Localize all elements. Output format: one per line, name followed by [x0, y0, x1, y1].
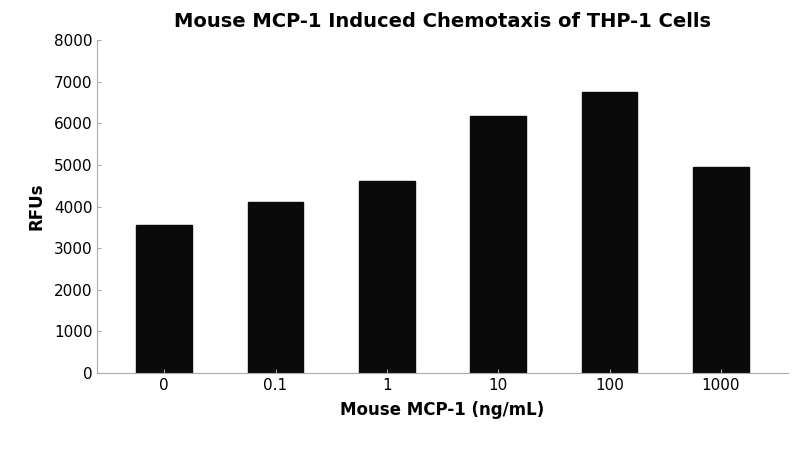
- Bar: [692, 167, 748, 373]
- Bar: [581, 92, 637, 373]
- Y-axis label: RFUs: RFUs: [28, 183, 45, 230]
- Title: Mouse MCP-1 Induced Chemotaxis of THP-1 Cells: Mouse MCP-1 Induced Chemotaxis of THP-1 …: [174, 12, 710, 31]
- Bar: [247, 202, 303, 373]
- X-axis label: Mouse MCP-1 (ng/mL): Mouse MCP-1 (ng/mL): [340, 401, 544, 419]
- Bar: [358, 181, 414, 373]
- Bar: [470, 116, 526, 373]
- Bar: [136, 225, 192, 373]
